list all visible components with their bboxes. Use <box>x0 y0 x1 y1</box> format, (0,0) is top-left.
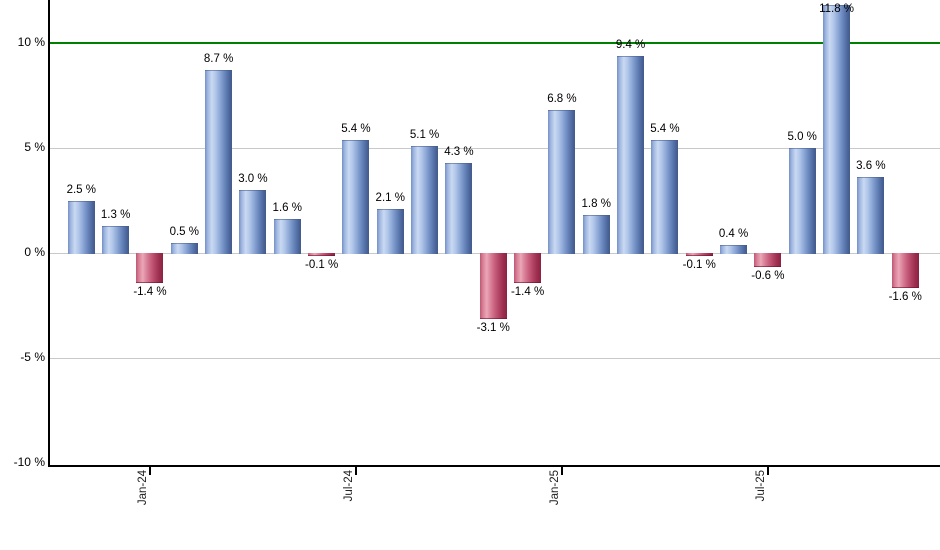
bar-positive <box>582 215 610 254</box>
bar-value-label: 6.8 % <box>547 93 577 106</box>
bar-value-label: -0.6 % <box>751 269 785 282</box>
bar-negative <box>514 253 542 284</box>
bar-positive <box>857 177 885 254</box>
y-axis-label: 5 % <box>24 140 45 154</box>
bar-positive <box>376 208 404 254</box>
bar-positive <box>788 148 816 254</box>
bar-positive <box>239 190 267 254</box>
bar-negative <box>479 253 507 320</box>
bar-negative <box>754 253 782 267</box>
bar-positive <box>102 225 130 254</box>
x-axis-label: Jul-25 <box>754 470 767 502</box>
y-axis-label: -10 % <box>13 455 45 469</box>
x-axis-tick <box>354 467 357 475</box>
bar-positive <box>720 244 748 254</box>
x-axis-label: Jan-24 <box>136 470 149 506</box>
bar-value-label: 9.4 % <box>615 38 646 51</box>
x-axis-tick <box>766 467 769 475</box>
bar-value-label: 5.4 % <box>650 122 680 135</box>
bar-value-label: -1.6 % <box>888 290 922 303</box>
bar-positive <box>411 145 439 254</box>
y-axis-label: 10 % <box>17 35 45 49</box>
bar-value-label: 5.4 % <box>341 122 371 135</box>
bar-positive <box>548 110 576 254</box>
bar-positive <box>342 139 370 254</box>
x-axis-label: Jul-24 <box>342 470 355 502</box>
bar-positive <box>273 219 301 254</box>
y-axis-line <box>48 0 50 467</box>
bar-value-label: 3.0 % <box>238 173 268 185</box>
bar-value-label: 2.5 % <box>66 183 96 196</box>
bar-negative <box>308 253 336 257</box>
y-axis-label: -5 % <box>20 350 45 364</box>
x-axis-label: Jan-25 <box>548 470 561 506</box>
bar-value-label: 8.7 % <box>203 53 234 66</box>
bar-positive <box>170 242 198 254</box>
bar-value-label: 5.1 % <box>409 128 440 141</box>
bar-value-label: -1.4 % <box>510 286 545 299</box>
bar-negative <box>685 253 713 257</box>
bar-value-label: -3.1 % <box>476 322 510 335</box>
y-axis-label: 0 % <box>24 245 45 259</box>
bar-value-label: 1.3 % <box>100 208 131 221</box>
reference-line-10pct <box>49 42 940 44</box>
x-axis-line <box>48 465 940 467</box>
bar-positive <box>445 162 473 254</box>
bar-value-label: 0.5 % <box>169 225 199 238</box>
bar-value-label: 1.6 % <box>272 202 302 215</box>
bar-positive <box>617 55 645 254</box>
bar-positive <box>67 200 95 254</box>
x-axis-tick <box>560 467 563 475</box>
bar-value-label: 2.1 % <box>375 191 405 204</box>
bar-value-label: 11.8 % <box>819 3 855 15</box>
bar-value-label: -0.1 % <box>682 259 716 272</box>
bar-value-label: -0.1 % <box>304 259 339 272</box>
bar-value-label: 1.8 % <box>581 198 611 211</box>
bar-value-label: 0.4 % <box>718 227 749 240</box>
gridline <box>49 148 940 149</box>
bar-negative <box>136 253 164 284</box>
bar-value-label: 4.3 % <box>444 145 474 158</box>
bar-value-label: -1.4 % <box>133 286 167 299</box>
bar-value-label: 3.6 % <box>856 160 886 173</box>
gridline <box>49 358 940 359</box>
bar-positive <box>823 5 851 254</box>
x-axis-tick <box>148 467 151 475</box>
bar-positive <box>205 70 233 254</box>
bar-value-label: 5.0 % <box>787 131 817 143</box>
bar-negative <box>891 253 919 288</box>
bar-positive <box>651 139 679 254</box>
